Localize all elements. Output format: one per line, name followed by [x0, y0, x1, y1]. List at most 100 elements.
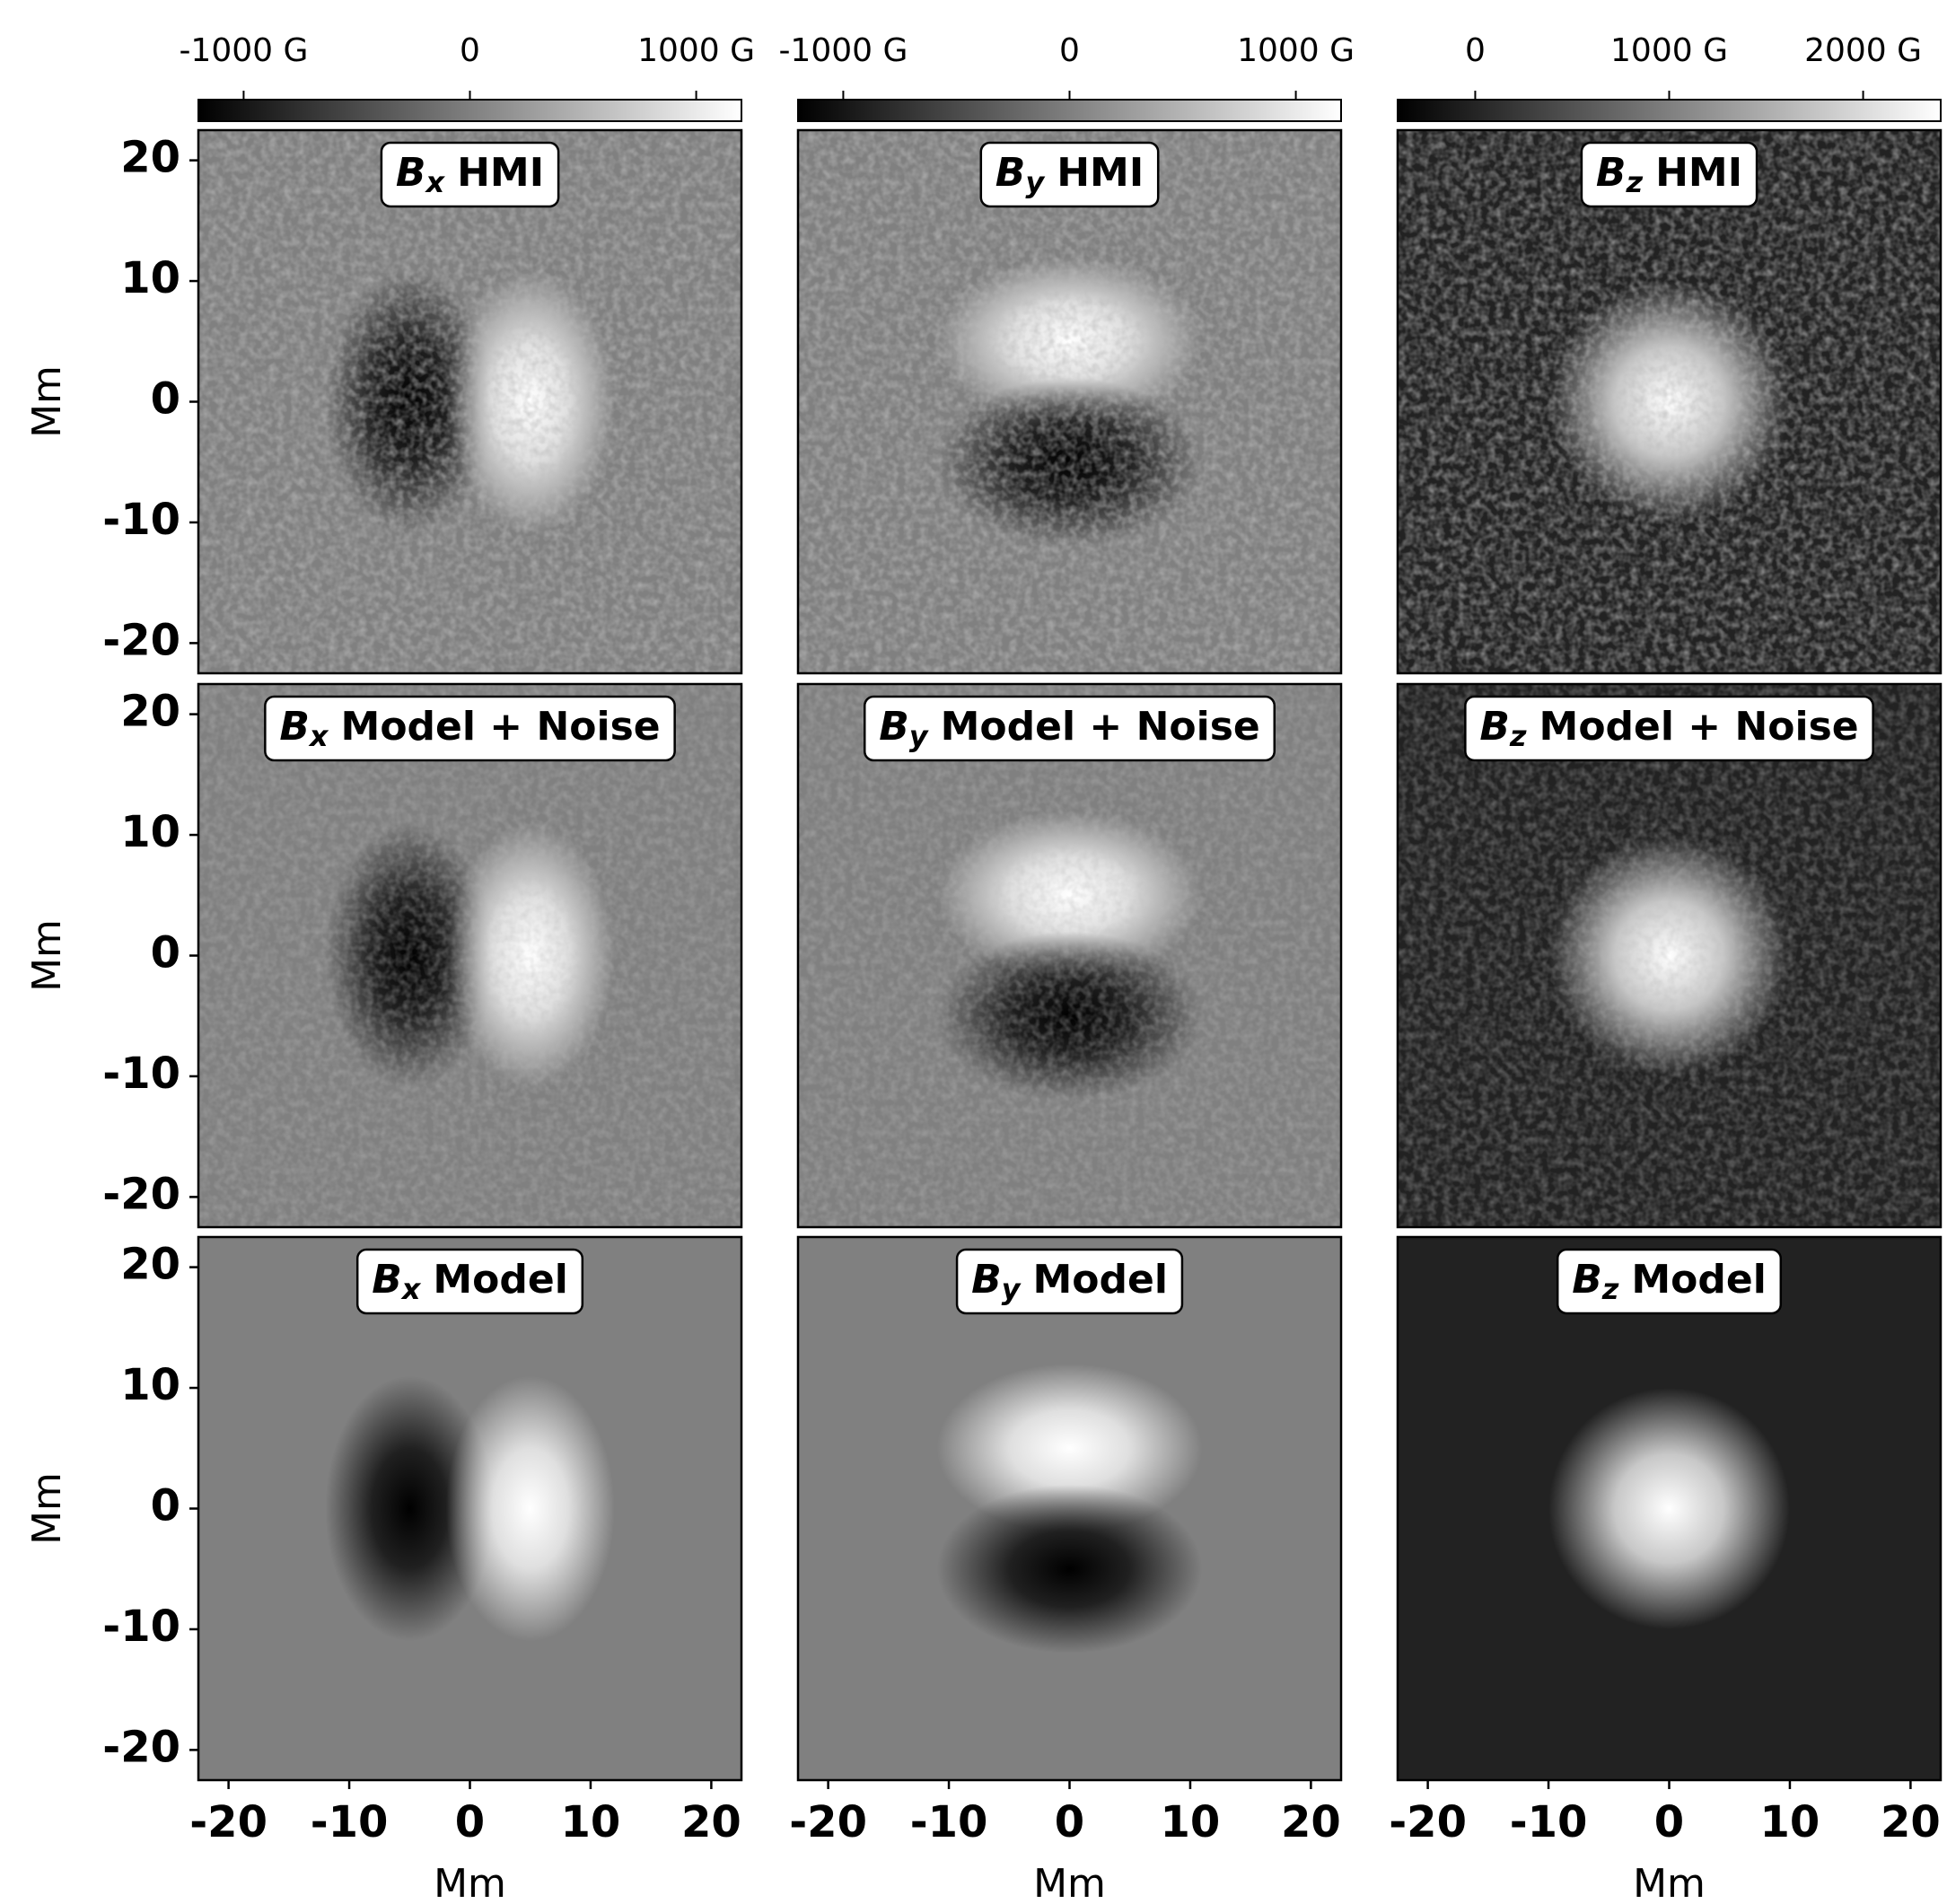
y-axis-label: Mm	[24, 365, 70, 438]
x-tick-label: -20	[189, 1797, 267, 1847]
y-tick-label: -20	[102, 1722, 180, 1772]
y-axis-label: Mm	[24, 919, 70, 992]
field-image	[798, 684, 1341, 1227]
colorbar-tick-label: 0	[1059, 32, 1080, 69]
title-box	[1556, 1248, 1783, 1315]
y-tick-label: -10	[102, 1049, 180, 1099]
colorbar	[1397, 99, 1942, 122]
field-blob	[936, 1364, 1203, 1533]
y-tick-label: 10	[120, 253, 180, 303]
y-tick-label: 0	[151, 928, 180, 978]
field-image	[798, 1237, 1341, 1780]
y-tick-label: 10	[120, 807, 180, 857]
x-tick-label: -10	[910, 1797, 988, 1847]
panel-frame	[1396, 128, 1943, 675]
y-tick-label: -20	[102, 615, 180, 665]
field-blob	[936, 1484, 1203, 1654]
x-tick-label: -20	[1389, 1797, 1467, 1847]
noise	[798, 684, 1341, 1227]
title-text: HMI	[1057, 150, 1144, 196]
title-text: Model	[1631, 1257, 1766, 1303]
panel-frame	[796, 128, 1343, 675]
title-subscript: x	[424, 165, 445, 199]
title-symbol: B	[279, 704, 310, 750]
x-tick-label: 20	[1881, 1797, 1941, 1847]
x-tick-label: 10	[1161, 1797, 1221, 1847]
y-tick-label: 10	[120, 1360, 180, 1410]
y-tick-label: 20	[120, 687, 180, 737]
x-tick-label: 10	[1760, 1797, 1820, 1847]
x-tick-label: 0	[1654, 1797, 1684, 1847]
x-tick-label: 20	[1281, 1797, 1341, 1847]
title-symbol: B	[396, 150, 426, 196]
title-subscript: z	[1509, 719, 1527, 753]
title-symbol: B	[1596, 150, 1627, 196]
title-box	[1580, 141, 1758, 208]
panel-title: By Model + Noise	[879, 704, 1260, 753]
title-symbol: B	[1479, 704, 1510, 750]
title-subscript: y	[909, 719, 929, 753]
colorbar	[797, 99, 1342, 122]
title-box	[1464, 695, 1874, 762]
title-subscript: z	[1625, 165, 1643, 199]
colorbar-tick-label: 0	[1465, 32, 1486, 69]
x-tick-label: 0	[455, 1797, 485, 1847]
field-image	[198, 684, 741, 1227]
title-box	[355, 1248, 584, 1315]
x-tick-label: 0	[1055, 1797, 1084, 1847]
noise	[198, 684, 741, 1227]
x-tick-label: -10	[1510, 1797, 1588, 1847]
x-tick-label: 10	[561, 1797, 621, 1847]
title-box	[380, 141, 560, 208]
noise	[798, 130, 1341, 673]
y-tick-label: 20	[120, 133, 180, 183]
x-tick-label: 20	[681, 1797, 741, 1847]
title-symbol: B	[971, 1257, 1002, 1303]
title-subscript: y	[1025, 165, 1045, 199]
y-tick-label: -20	[102, 1169, 180, 1219]
panel-title: By HMI	[995, 150, 1144, 199]
colorbar-tick-label: -1000 G	[179, 32, 308, 69]
panel-title: Bz Model	[1572, 1257, 1767, 1306]
colorbar-tick-label: -1000 G	[778, 32, 908, 69]
title-subscript: z	[1601, 1272, 1619, 1306]
field-image	[198, 1237, 741, 1780]
noise	[198, 130, 741, 673]
field-image	[798, 130, 1341, 673]
panel-title: Bx HMI	[396, 150, 544, 199]
y-tick-label: 0	[151, 1481, 180, 1531]
y-tick-label: 20	[120, 1240, 180, 1290]
title-box	[979, 141, 1160, 208]
panel-frame	[1396, 682, 1943, 1229]
noise	[1398, 684, 1941, 1227]
field-image	[1398, 684, 1941, 1227]
title-text: HMI	[457, 150, 544, 196]
panel-title: Bz Model + Noise	[1479, 704, 1858, 753]
field-blob	[445, 1375, 615, 1642]
x-axis-label: Mm	[1033, 1861, 1106, 1904]
title-box	[863, 695, 1276, 762]
title-symbol: B	[1572, 1257, 1602, 1303]
y-tick-label: -10	[102, 495, 180, 545]
y-tick-label: -10	[102, 1601, 180, 1652]
panel-frame	[796, 682, 1343, 1229]
field-image	[1398, 1237, 1941, 1780]
field-blob	[1548, 1388, 1790, 1629]
title-symbol: B	[372, 1257, 402, 1303]
field-blob	[325, 1375, 495, 1642]
colorbar-tick-label: 1000 G	[637, 32, 755, 69]
title-text: Model	[1032, 1257, 1167, 1303]
colorbar-tick-label: 1000 G	[1237, 32, 1355, 69]
panel-title: Bx Model	[372, 1257, 568, 1306]
colorbar-tick-label: 1000 G	[1610, 32, 1728, 69]
title-symbol: B	[995, 150, 1026, 196]
title-subscript: x	[308, 719, 329, 753]
colorbar-tick-label: 0	[460, 32, 480, 69]
title-box	[955, 1248, 1184, 1315]
title-text: HMI	[1655, 150, 1742, 196]
title-text: Model + Noise	[1539, 704, 1859, 750]
title-box	[264, 695, 676, 762]
field-image	[198, 130, 741, 673]
panel-title: Bx Model + Noise	[279, 704, 660, 753]
